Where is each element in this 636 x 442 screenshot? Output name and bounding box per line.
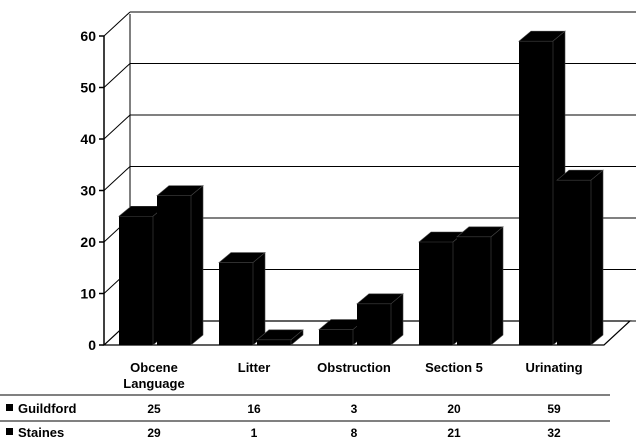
data-table-cell: 20 — [447, 402, 461, 416]
y-tick-label: 60 — [80, 28, 96, 44]
bar-guildford — [319, 329, 353, 345]
y-tick-label: 50 — [80, 80, 96, 96]
bar-staines — [457, 236, 491, 345]
x-tick-label-line: Obcene — [130, 360, 178, 375]
data-table-cell: 8 — [351, 426, 358, 440]
y-tick-label: 40 — [80, 131, 96, 147]
data-table-cell: 32 — [547, 426, 561, 440]
data-table-cell: 29 — [147, 426, 161, 440]
x-tick-label: Obcene Language — [123, 360, 184, 391]
x-tick-label: Urinating — [525, 360, 582, 375]
x-tick-label-line: Urinating — [525, 360, 582, 375]
data-table-cell: 1 — [251, 426, 258, 440]
bar-side-staines — [390, 293, 404, 346]
x-tick-label-line: Litter — [238, 360, 271, 375]
x-tick-label: Obstruction — [317, 360, 391, 375]
data-table-cell: 25 — [147, 402, 161, 416]
bar-side-staines — [190, 185, 204, 346]
gridline-diagonal — [103, 11, 131, 37]
legend-swatch — [6, 428, 13, 435]
bar-staines — [257, 339, 291, 345]
bar-guildford — [419, 242, 453, 345]
bar-staines — [357, 303, 391, 345]
y-tick-label: 0 — [88, 337, 96, 353]
y-tick-label: 10 — [80, 286, 96, 302]
x-tick-label: Litter — [238, 360, 271, 375]
data-table-cell: 59 — [547, 402, 561, 416]
data-table-cell: 3 — [351, 402, 358, 416]
x-tick-label-line: Language — [123, 376, 184, 391]
data-table-cell: 16 — [247, 402, 261, 416]
y-tick-label: 20 — [80, 234, 96, 250]
x-tick-label-line: Obstruction — [317, 360, 391, 375]
data-table-cell: 21 — [447, 426, 461, 440]
bar-guildford — [519, 41, 553, 346]
bar-side-staines — [590, 169, 604, 346]
bar-guildford — [119, 216, 153, 345]
gridline-diagonal — [103, 114, 131, 140]
legend-label: Guildford — [18, 401, 77, 416]
gridline-diagonal — [103, 63, 131, 88]
bar-side-staines — [290, 329, 304, 346]
bar-side-guildford — [252, 251, 266, 346]
bar-staines — [157, 195, 191, 345]
bar-guildford — [219, 262, 253, 345]
bar-side-staines — [490, 226, 504, 346]
x-tick-label-line: Section 5 — [425, 360, 483, 375]
x-tick-label: Section 5 — [425, 360, 483, 375]
gridline-diagonal — [103, 166, 131, 191]
legend-swatch — [6, 404, 13, 411]
bar-staines — [557, 180, 591, 345]
legend-label: Staines — [18, 425, 64, 440]
y-tick-label: 30 — [80, 183, 96, 199]
